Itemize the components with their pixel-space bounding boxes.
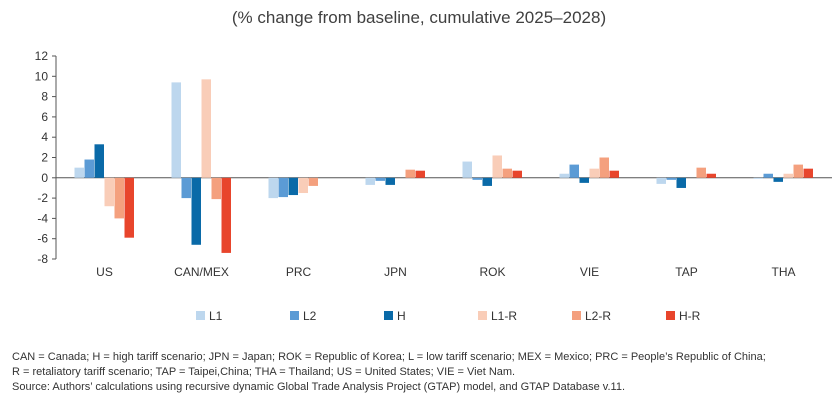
bar-h-rok: [482, 177, 492, 186]
x-tick-label: JPN: [384, 265, 407, 279]
bar-l2-rok: [472, 177, 482, 180]
bar-l1-tap: [656, 177, 666, 184]
bar-h-r-vie: [609, 170, 619, 178]
x-tick-label: US: [96, 265, 113, 279]
abbreviations-note-continued: R = retaliatory tariff scenario; TAP = T…: [12, 366, 516, 378]
legend-swatch-h-r: [666, 311, 675, 320]
legend-swatch-l2: [290, 311, 299, 320]
legend: L1 L2 H L1-R L2-R H-R: [196, 309, 701, 323]
abbreviations-note: CAN = Canada; H = high tariff scenario; …: [12, 351, 766, 363]
legend-swatch-l2-r: [572, 311, 581, 320]
bar-l2-r-tap: [696, 167, 706, 178]
bar-l1-can-mex: [171, 82, 181, 178]
x-tick-label: CAN/MEX: [174, 265, 229, 279]
bar-l2-r-tha: [793, 164, 803, 178]
bar-l1-jpn: [365, 177, 375, 185]
bars: [74, 79, 813, 253]
footnotes: CAN = Canada; H = high tariff scenario; …: [12, 350, 832, 395]
legend-label-l1-r: L1-R: [491, 309, 517, 323]
y-tick-label: 2: [41, 151, 48, 165]
bar-l1-rok: [462, 161, 472, 178]
bar-l1-r-us: [104, 177, 114, 207]
legend-label-l2-r: L2-R: [585, 309, 611, 323]
axes: 12 10 8 6 4 2 0 -2 -4 -6 -8: [35, 49, 832, 266]
bar-l1-vie: [559, 173, 569, 178]
x-tick-label: TAP: [675, 265, 697, 279]
y-tick-label: -6: [37, 232, 48, 246]
x-tick-labels: US CAN/MEX PRC JPN ROK VIE TAP THA: [96, 265, 795, 279]
bar-l1-prc: [268, 177, 278, 199]
bar-l1-r-vie: [589, 168, 599, 178]
bar-h-r-rok: [512, 170, 522, 178]
bar-h-r-tap: [706, 173, 716, 178]
bar-l2-tha: [763, 173, 773, 178]
y-tick-label: 10: [35, 69, 49, 83]
bar-h-r-tha: [803, 168, 813, 178]
bar-chart: 12 10 8 6 4 2 0 -2 -4 -6 -8 US CAN/MEX PRC JPN ROK VIE T…: [35, 49, 832, 323]
y-tick-label: -4: [37, 211, 48, 225]
bar-l1-r-rok: [492, 155, 502, 178]
chart-title: (% change from baseline, cumulative 2025…: [231, 8, 607, 27]
y-tick-label: 8: [41, 90, 48, 104]
legend-label-l1: L1: [209, 309, 223, 323]
x-tick-label: PRC: [286, 265, 312, 279]
y-tick-label: 4: [41, 130, 48, 144]
bar-l2-us: [84, 159, 94, 178]
bar-l2-r-vie: [599, 157, 609, 178]
bar-h-r-can-mex: [221, 177, 231, 253]
bar-l2-prc: [278, 177, 288, 198]
bar-h-r-us: [124, 177, 134, 238]
bar-l1-r-can-mex: [201, 79, 211, 178]
bar-l2-r-us: [114, 177, 124, 219]
bar-l1-us: [74, 167, 84, 178]
bar-l1-tha: [753, 177, 763, 179]
legend-swatch-l1: [196, 311, 205, 320]
y-tick-label: 0: [41, 171, 48, 185]
legend-label-h: H: [397, 309, 406, 323]
bar-l1-r-tha: [783, 173, 793, 178]
bar-l2-tap: [666, 177, 676, 180]
x-tick-label: ROK: [479, 265, 505, 279]
bar-l2-r-jpn: [405, 169, 415, 178]
y-tick-label: -2: [37, 191, 48, 205]
legend-swatch-h: [384, 311, 393, 320]
legend-swatch-l1-r: [478, 311, 487, 320]
bar-h-r-jpn: [415, 170, 425, 178]
bar-l2-r-rok: [502, 168, 512, 178]
bar-h-us: [94, 144, 104, 178]
legend-label-h-r: H-R: [679, 309, 701, 323]
bar-h-tap: [676, 177, 686, 188]
y-tick-label: -8: [37, 252, 48, 266]
bar-l2-r-prc: [308, 177, 318, 186]
bar-h-jpn: [385, 177, 395, 185]
bar-h-vie: [579, 177, 589, 183]
legend-label-l2: L2: [303, 309, 317, 323]
source-note: Source: Authors’ calculations using recu…: [12, 381, 626, 393]
bar-l2-vie: [569, 164, 579, 178]
y-tick-label: 12: [35, 49, 49, 63]
x-tick-label: VIE: [580, 265, 599, 279]
bar-l2-r-can-mex: [211, 177, 221, 200]
bar-h-tha: [773, 177, 783, 182]
y-tick-label: 6: [41, 110, 48, 124]
bar-h-prc: [288, 177, 298, 196]
bar-l2-can-mex: [181, 177, 191, 199]
x-tick-label: THA: [772, 265, 796, 279]
bar-l1-r-prc: [298, 177, 308, 194]
bar-l2-jpn: [375, 177, 385, 181]
bar-h-can-mex: [191, 177, 201, 245]
